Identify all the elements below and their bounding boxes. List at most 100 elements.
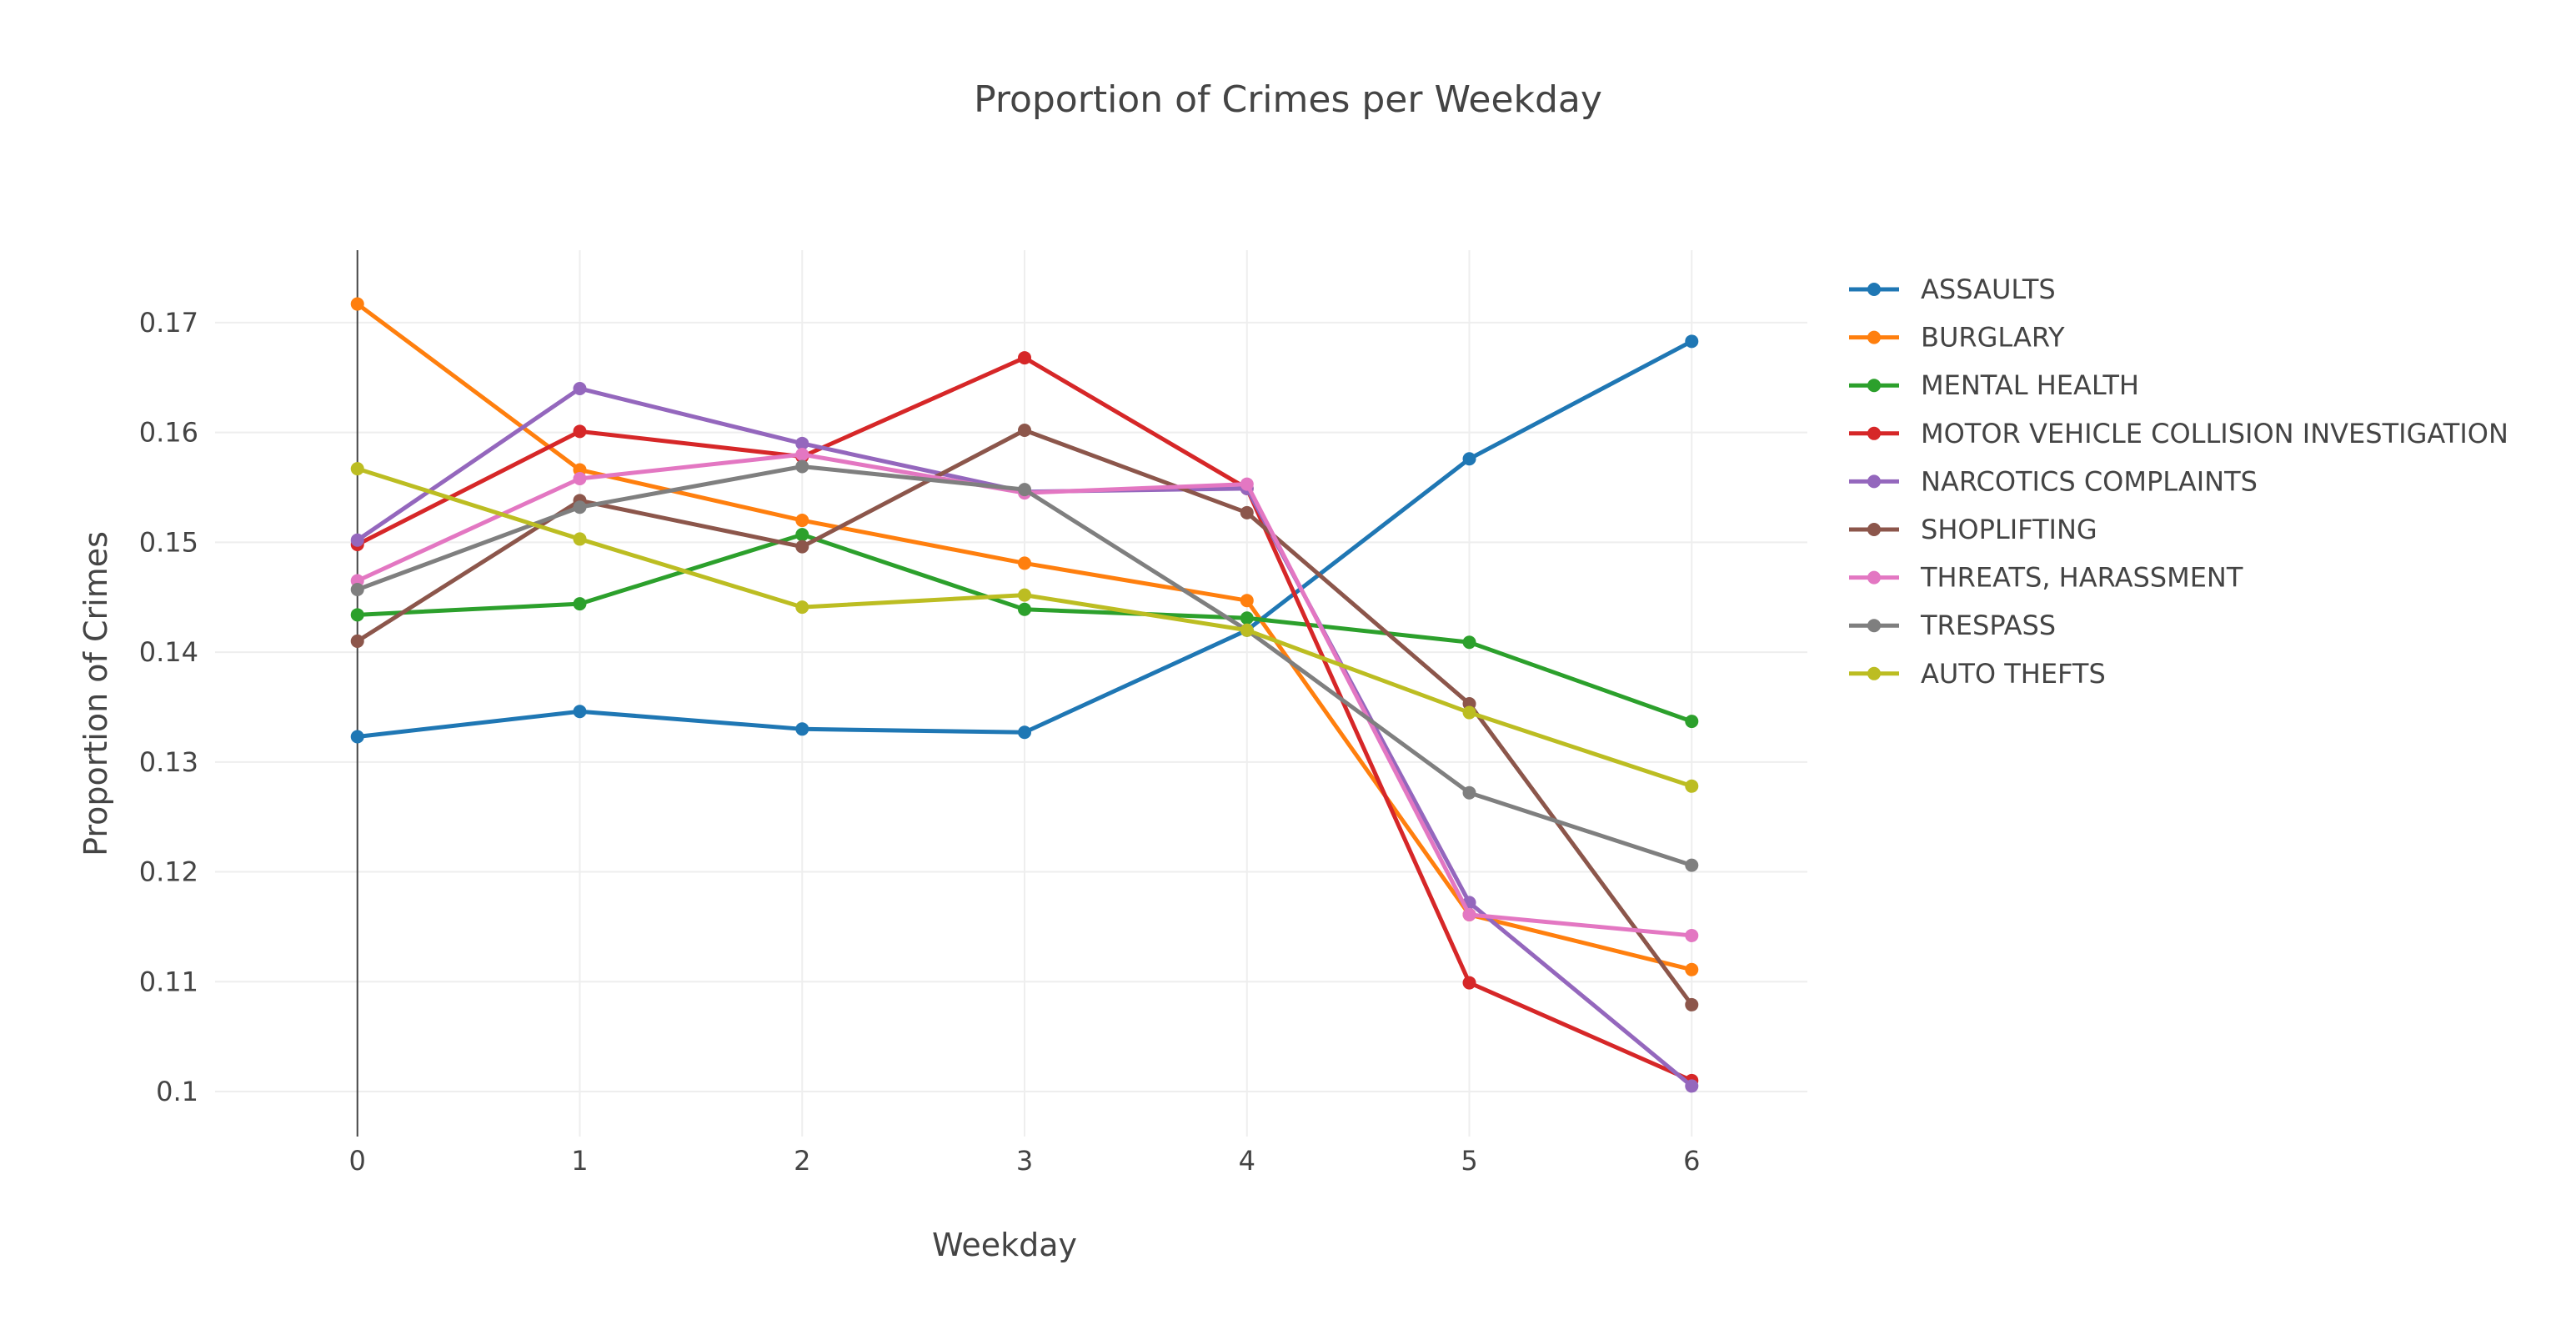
- x-tick-label: 3: [1016, 1145, 1033, 1177]
- data-point[interactable]: [795, 436, 809, 450]
- data-point[interactable]: [1240, 594, 1254, 608]
- chart-title: Proportion of Crimes per Weekday: [974, 78, 1602, 121]
- legend-label: MOTOR VEHICLE COLLISION INVESTIGATION: [1921, 418, 2508, 449]
- data-point[interactable]: [1240, 623, 1254, 637]
- legend-swatch-marker: [1867, 666, 1881, 680]
- y-axis-title: Proportion of Crimes: [78, 531, 114, 856]
- y-tick-label: 0.11: [139, 966, 198, 997]
- data-point[interactable]: [1018, 483, 1032, 497]
- legend-item[interactable]: SHOPLIFTING: [1849, 514, 2097, 545]
- data-point[interactable]: [1462, 907, 1476, 921]
- x-tick-label: 5: [1461, 1145, 1477, 1177]
- data-point[interactable]: [1240, 477, 1254, 491]
- legend-item[interactable]: TRESPASS: [1849, 610, 2056, 641]
- legend-item[interactable]: MOTOR VEHICLE COLLISION INVESTIGATION: [1849, 418, 2508, 449]
- data-point[interactable]: [1018, 725, 1032, 740]
- legend-swatch-marker: [1867, 523, 1881, 536]
- data-point[interactable]: [795, 459, 809, 474]
- legend-item[interactable]: AUTO THEFTS: [1849, 658, 2106, 690]
- legend-label: AUTO THEFTS: [1921, 658, 2106, 690]
- y-tick-label: 0.1: [156, 1076, 198, 1107]
- data-point[interactable]: [573, 381, 587, 395]
- data-point[interactable]: [350, 297, 364, 311]
- data-point[interactable]: [1462, 452, 1476, 466]
- x-axis-title: Weekday: [932, 1227, 1077, 1263]
- data-point[interactable]: [1018, 602, 1032, 616]
- y-tick-label: 0.17: [139, 307, 198, 339]
- y-tick-label: 0.13: [139, 746, 198, 778]
- series-lines: [350, 297, 1699, 1093]
- data-point[interactable]: [795, 528, 809, 542]
- x-tick-label: 0: [349, 1145, 366, 1177]
- series-8: [350, 462, 1699, 793]
- data-point[interactable]: [1685, 334, 1699, 349]
- legend-item[interactable]: ASSAULTS: [1849, 274, 2056, 305]
- data-point[interactable]: [1685, 928, 1699, 942]
- legend-swatch-marker: [1867, 474, 1881, 489]
- legend-label: NARCOTICS COMPLAINTS: [1921, 465, 2258, 497]
- series-2: [350, 528, 1699, 729]
- legend-swatch-marker: [1867, 426, 1881, 440]
- data-point[interactable]: [1685, 1079, 1699, 1093]
- y-tick-label: 0.16: [139, 417, 198, 449]
- data-point[interactable]: [1462, 976, 1476, 990]
- axes: 0 1 2 3 4 5 6 0.1 0.11 0.12 0.13 0.14 0.15 0.16 0.17: [139, 250, 1700, 1177]
- legend-label: THREATS, HARASSMENT: [1920, 562, 2243, 594]
- data-point[interactable]: [1685, 962, 1699, 976]
- data-point[interactable]: [573, 705, 587, 719]
- data-point[interactable]: [795, 722, 809, 736]
- data-point[interactable]: [573, 471, 587, 485]
- data-point[interactable]: [573, 532, 587, 546]
- legend-swatch-marker: [1867, 619, 1881, 633]
- x-tick-label: 2: [794, 1145, 810, 1177]
- x-tick-label: 6: [1683, 1145, 1700, 1177]
- legend-item[interactable]: THREATS, HARASSMENT: [1849, 562, 2243, 594]
- legend-label: MENTAL HEALTH: [1921, 369, 2139, 401]
- data-point[interactable]: [1240, 611, 1254, 625]
- data-point[interactable]: [1685, 715, 1699, 729]
- legend-swatch-marker: [1867, 283, 1881, 296]
- data-point[interactable]: [573, 500, 587, 514]
- legend-label: BURGLARY: [1921, 322, 2065, 354]
- data-point[interactable]: [350, 608, 364, 622]
- data-point[interactable]: [1462, 705, 1476, 720]
- data-point[interactable]: [795, 540, 809, 554]
- legend-swatch-marker: [1867, 330, 1881, 344]
- data-point[interactable]: [350, 583, 364, 597]
- data-point[interactable]: [350, 462, 364, 476]
- legend-swatch-marker: [1867, 379, 1881, 393]
- data-point[interactable]: [1240, 505, 1254, 519]
- legend-label: TRESPASS: [1920, 610, 2056, 641]
- data-point[interactable]: [350, 730, 364, 744]
- x-tick-label: 1: [571, 1145, 588, 1177]
- data-point[interactable]: [573, 597, 587, 611]
- data-point[interactable]: [795, 600, 809, 615]
- data-point[interactable]: [1018, 424, 1032, 438]
- data-point[interactable]: [1018, 351, 1032, 365]
- y-tick-label: 0.12: [139, 856, 198, 888]
- data-point[interactable]: [350, 533, 364, 547]
- data-point[interactable]: [1685, 997, 1699, 1011]
- data-point[interactable]: [1462, 785, 1476, 800]
- legend-item[interactable]: NARCOTICS COMPLAINTS: [1849, 465, 2258, 497]
- data-point[interactable]: [350, 634, 364, 648]
- data-point[interactable]: [795, 448, 809, 462]
- data-point[interactable]: [1685, 858, 1699, 872]
- data-point[interactable]: [1685, 779, 1699, 793]
- data-point[interactable]: [1018, 556, 1032, 570]
- y-tick-label: 0.15: [139, 526, 198, 558]
- data-point[interactable]: [795, 514, 809, 528]
- data-point[interactable]: [1462, 635, 1476, 650]
- legend-item[interactable]: BURGLARY: [1849, 322, 2065, 354]
- legend[interactable]: ASSAULTS BURGLARY MENTAL HEALTH MOTOR VEHIC…: [1849, 274, 2508, 690]
- legend-item[interactable]: MENTAL HEALTH: [1849, 369, 2139, 401]
- y-tick-label: 0.14: [139, 636, 198, 668]
- legend-swatch-marker: [1867, 570, 1881, 585]
- grid: [215, 250, 1807, 1137]
- data-point[interactable]: [573, 424, 587, 439]
- x-tick-label: 4: [1239, 1145, 1255, 1177]
- legend-label: SHOPLIFTING: [1921, 514, 2097, 545]
- data-point[interactable]: [1018, 588, 1032, 602]
